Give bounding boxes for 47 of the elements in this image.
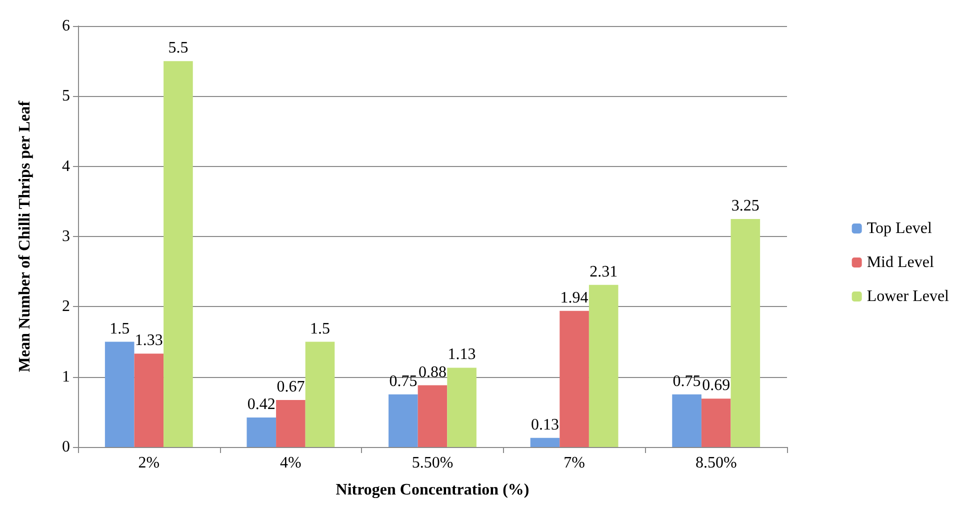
data-label: 2.31 [590, 263, 618, 280]
x-tick-label: 7% [564, 454, 585, 472]
legend-label: Lower Level [866, 288, 950, 305]
data-label: 1.5 [110, 320, 130, 338]
bar [418, 385, 448, 447]
x-axis-title: Nitrogen Concentration (%) [336, 482, 530, 498]
data-label: 0.75 [389, 372, 418, 390]
data-label: 1.33 [134, 332, 163, 350]
data-label: 0.67 [276, 378, 305, 396]
bar [588, 284, 618, 447]
bar [104, 342, 134, 447]
data-label: 0.75 [672, 372, 701, 390]
bar [388, 394, 418, 447]
y-axis-title: Mean Number of Chilli Thrips per Leaf [16, 100, 34, 372]
data-label: 1.94 [560, 289, 588, 306]
bar [560, 310, 589, 447]
legend-label: Mid Level [866, 254, 934, 271]
y-tick-label: 6 [62, 18, 70, 34]
x-tick-label: 4% [280, 454, 302, 472]
x-tick-label: 8.50% [695, 454, 737, 472]
data-label: 1.5 [310, 320, 330, 338]
bar [730, 218, 760, 447]
y-tick-label: 1 [62, 368, 70, 386]
data-label: 1.13 [448, 346, 476, 364]
bar [701, 398, 731, 447]
y-tick-label: 5 [62, 88, 70, 105]
data-label: 0.88 [418, 364, 446, 381]
bar [276, 400, 306, 447]
y-tick-label: 0 [62, 438, 70, 456]
bar [134, 354, 164, 447]
y-tick-label: 3 [62, 228, 70, 245]
bar [246, 418, 276, 447]
legend-label: Top Level [866, 220, 932, 237]
bar [305, 342, 335, 447]
data-label: 3.25 [731, 197, 760, 214]
data-label: 0.13 [530, 416, 559, 434]
bar [447, 368, 476, 447]
x-tick-label: 5.50% [412, 454, 454, 472]
y-tick-label: 4 [62, 158, 70, 175]
data-label: 5.5 [168, 40, 188, 57]
bar [530, 438, 560, 447]
x-tick-label: 2% [138, 454, 160, 472]
bar [672, 394, 702, 447]
data-label: 0.42 [247, 396, 276, 414]
bar [164, 61, 193, 447]
data-label: 0.69 [702, 377, 730, 394]
y-tick-label: 2 [62, 298, 70, 316]
